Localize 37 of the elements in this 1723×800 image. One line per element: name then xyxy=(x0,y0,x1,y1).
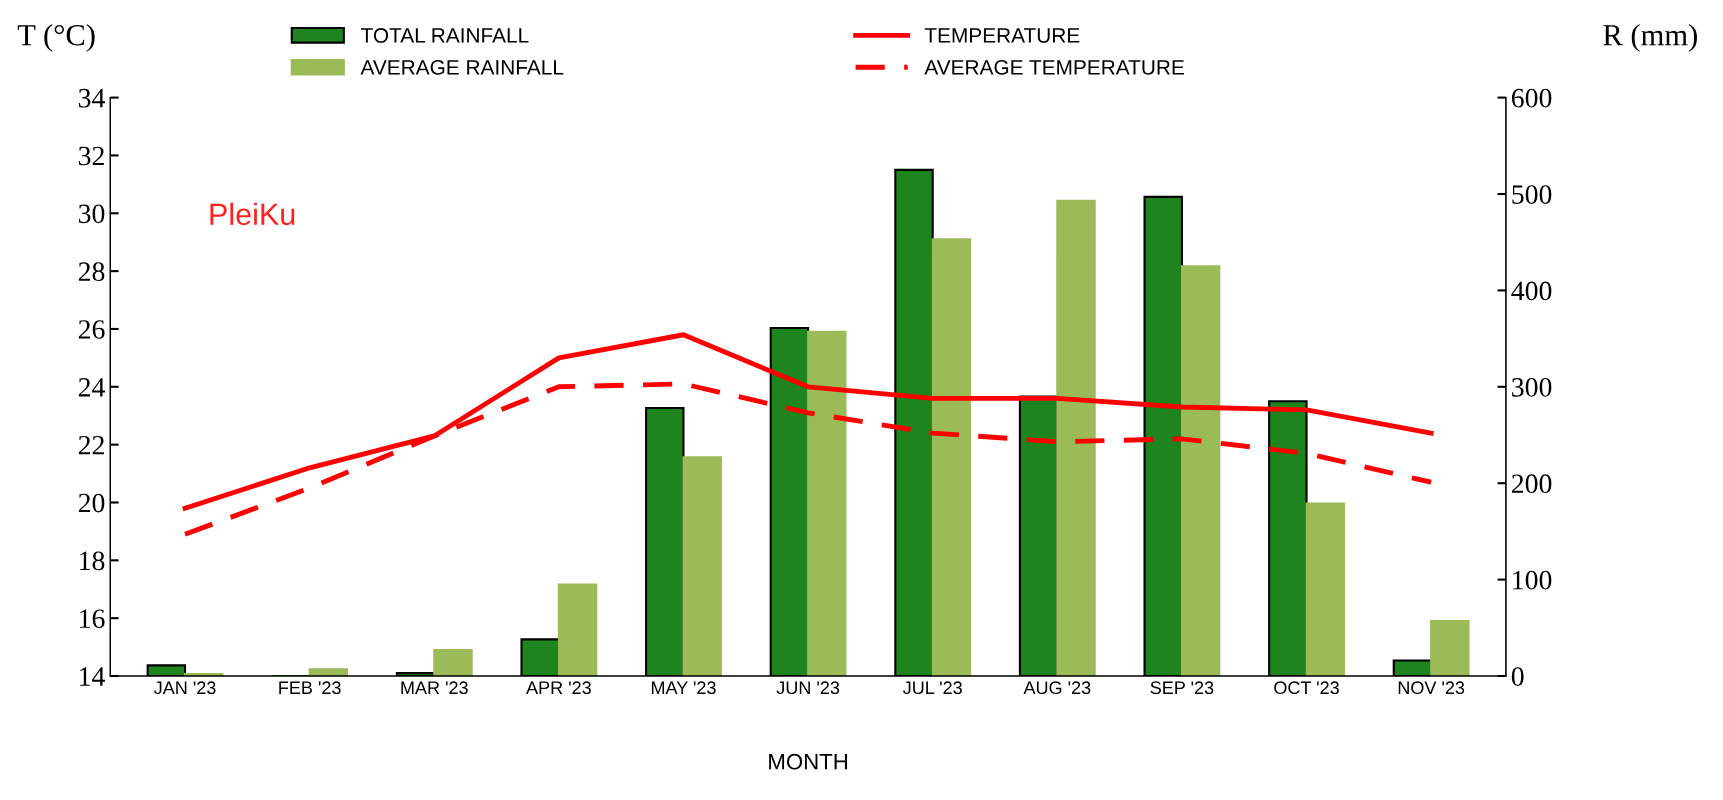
x-tick-label: MAY '23 xyxy=(651,681,716,695)
y-tick-label: 32 xyxy=(78,146,104,166)
x-tick-label: MAR '23 xyxy=(401,681,468,695)
x-tick-label: AUG '23 xyxy=(1023,681,1091,695)
legend-label: AVERAGE RAINFALL xyxy=(360,59,564,75)
x-tick-label: SEP '23 xyxy=(1150,681,1214,695)
y-axis-title: T (°C) xyxy=(17,24,95,52)
y2-tick-label: 0 xyxy=(1511,667,1524,686)
y-tick-label: 22 xyxy=(78,435,104,455)
y2-tick-label: 500 xyxy=(1512,185,1552,204)
y2-tick-label: 400 xyxy=(1511,281,1552,301)
x-tick-label: OCT '23 xyxy=(1274,681,1339,695)
y-tick-label: 14 xyxy=(80,667,105,686)
annotation: PleiKu xyxy=(210,202,295,226)
y-tick-label: 34 xyxy=(78,88,105,108)
legend-label: AVERAGE TEMPERATURE xyxy=(924,59,1184,75)
y-tick-label: 18 xyxy=(80,551,105,571)
y2-tick-label: 600 xyxy=(1511,88,1552,108)
legend-label: TEMPERATURE xyxy=(924,28,1080,43)
x-axis-title: MONTH xyxy=(769,753,848,770)
x-tick-label: NOV '23 xyxy=(1398,681,1465,695)
y-tick-label: 28 xyxy=(78,262,105,282)
y2-axis-title: R (mm) xyxy=(1603,24,1697,52)
y2-tick-label: 200 xyxy=(1511,474,1552,494)
y-tick-label: 26 xyxy=(78,320,105,339)
y2-tick-label: 300 xyxy=(1512,377,1552,397)
legend-label: TOTAL RAINFALL xyxy=(360,28,529,43)
x-tick-label: JUN '23 xyxy=(776,681,840,695)
y-tick-label: 16 xyxy=(80,609,105,629)
x-tick-label: FEB '23 xyxy=(279,681,341,695)
y-tick-label: 30 xyxy=(78,204,105,224)
y-tick-label: 24 xyxy=(78,378,105,397)
x-tick-label: JUL '23 xyxy=(902,681,962,695)
y2-tick-label: 100 xyxy=(1513,570,1552,590)
x-tick-label: APR '23 xyxy=(526,681,591,695)
x-tick-label: JAN '23 xyxy=(153,681,216,695)
y-tick-label: 20 xyxy=(78,493,105,513)
